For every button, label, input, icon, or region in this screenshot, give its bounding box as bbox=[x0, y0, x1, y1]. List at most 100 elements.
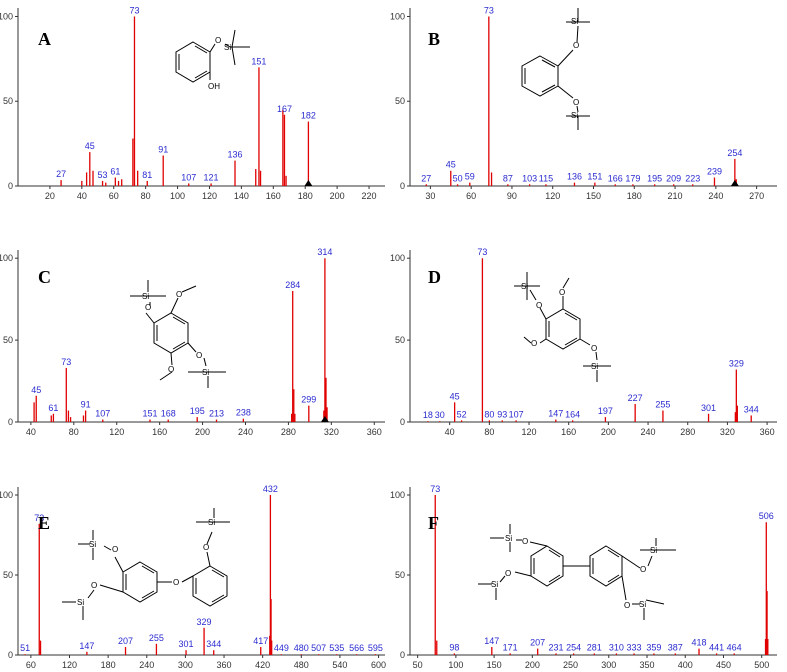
atom-si-f1: Si bbox=[505, 534, 512, 543]
peak-label: 595 bbox=[368, 643, 383, 653]
atom-si-c2: Si bbox=[202, 368, 209, 377]
panel-letter-e: E bbox=[38, 513, 50, 533]
peak-label: 73 bbox=[430, 484, 440, 494]
peak-label: 238 bbox=[236, 408, 251, 418]
x-tick-label: 600 bbox=[371, 660, 386, 670]
y-tick-label: 0 bbox=[400, 650, 405, 660]
y-tick-label: 0 bbox=[8, 650, 13, 660]
spectrum-panel-f: 0 50 100 50 100 150 200 250 300 350 400 450 500 73 98 1… bbox=[390, 484, 777, 670]
peak-label: 480 bbox=[294, 643, 309, 653]
atom-o-b1: O bbox=[573, 41, 579, 50]
peak-label: 227 bbox=[628, 393, 643, 403]
x-tick-label: 60 bbox=[26, 660, 36, 670]
atom-o-c3: O bbox=[196, 351, 202, 360]
peak-label: 223 bbox=[685, 173, 700, 183]
atom-si-e2: Si bbox=[89, 540, 96, 549]
peak-label: 18 bbox=[423, 410, 433, 420]
peak-label: 61 bbox=[110, 167, 120, 177]
x-tick-label: 180 bbox=[101, 660, 116, 670]
x-tick-label: 180 bbox=[298, 191, 313, 201]
x-tick-label: 120 bbox=[62, 660, 77, 670]
peak-label: 45 bbox=[450, 391, 460, 401]
y-tick-label: 50 bbox=[395, 335, 405, 345]
peak-label: 195 bbox=[190, 406, 205, 416]
x-tick-label: 300 bbox=[601, 660, 616, 670]
spectrum-panel-e: 0 50 100 60 120 180 240 300 360 420 480 540 600 51 73 1… bbox=[0, 484, 386, 670]
panel-letter-a: A bbox=[38, 29, 51, 49]
atom-o-f4: O bbox=[624, 601, 630, 610]
y-tick-label: 0 bbox=[8, 417, 13, 427]
atom-o-d4: O bbox=[591, 344, 597, 353]
peak-label: 73 bbox=[477, 247, 487, 257]
peak-label: 359 bbox=[646, 642, 661, 652]
x-tick-label: 40 bbox=[445, 427, 455, 437]
peak-label: 53 bbox=[98, 170, 108, 180]
structure-d bbox=[514, 272, 611, 382]
structure-b bbox=[521, 8, 590, 130]
atom-o-f3: O bbox=[640, 565, 646, 574]
x-tick-label: 80 bbox=[69, 427, 79, 437]
peak-label: 115 bbox=[539, 173, 553, 183]
peak-label: 333 bbox=[627, 642, 642, 652]
x-tick-label: 50 bbox=[413, 660, 423, 670]
x-tick-label: 60 bbox=[466, 191, 476, 201]
peak-label: 27 bbox=[56, 169, 66, 179]
atom-si-f2: Si bbox=[491, 580, 498, 589]
atom-o-e3: O bbox=[112, 545, 118, 554]
x-tick-label: 270 bbox=[749, 191, 764, 201]
x-tick-label: 240 bbox=[139, 660, 154, 670]
peak-label: 207 bbox=[530, 638, 545, 648]
molecular-ion-marker bbox=[304, 180, 313, 186]
peak-label: 45 bbox=[85, 141, 95, 151]
peak-label: 103 bbox=[522, 173, 537, 183]
peak-label: 166 bbox=[608, 173, 623, 183]
atom-o-c1: O bbox=[176, 290, 182, 299]
peak-label: 51 bbox=[20, 643, 30, 653]
y-tick-label: 100 bbox=[390, 253, 405, 263]
peak-label: 151 bbox=[587, 172, 602, 182]
peak-label: 566 bbox=[349, 643, 364, 653]
peak-label: 81 bbox=[142, 170, 152, 180]
atom-oh-a: OH bbox=[208, 82, 220, 91]
peak-label: 329 bbox=[729, 359, 744, 369]
x-tick-label: 240 bbox=[708, 191, 723, 201]
spectrum-panel-a: 0 50 100 20 40 60 80 100 120 140 160 180 200 220 27 45 5… bbox=[0, 5, 385, 201]
atom-o-c2: O bbox=[145, 303, 151, 312]
peak-label: 151 bbox=[251, 56, 266, 66]
peak-label: 314 bbox=[317, 247, 332, 257]
peak-label: 91 bbox=[81, 400, 91, 410]
peak-label: 418 bbox=[691, 638, 706, 648]
peak-label: 209 bbox=[666, 173, 681, 183]
x-tick-label: 80 bbox=[484, 427, 494, 437]
peak-label: 136 bbox=[567, 172, 582, 182]
peak-label: 147 bbox=[548, 409, 563, 419]
peak-label: 255 bbox=[149, 633, 164, 643]
peak-label: 107 bbox=[181, 172, 196, 182]
y-tick-label: 50 bbox=[3, 96, 13, 106]
y-tick-label: 100 bbox=[390, 11, 405, 21]
peak-label: 61 bbox=[48, 403, 58, 413]
x-tick-label: 160 bbox=[266, 191, 281, 201]
x-tick-label: 220 bbox=[362, 191, 377, 201]
peak-label: 121 bbox=[204, 172, 219, 182]
molecular-ion-marker bbox=[320, 416, 329, 422]
peak-label: 73 bbox=[61, 357, 71, 367]
x-tick-label: 500 bbox=[754, 660, 769, 670]
x-tick-label: 100 bbox=[170, 191, 185, 201]
x-tick-label: 360 bbox=[367, 427, 382, 437]
panel-letter-d: D bbox=[428, 267, 441, 287]
x-tick-label: 90 bbox=[507, 191, 517, 201]
x-tick-label: 300 bbox=[178, 660, 193, 670]
x-tick-label: 120 bbox=[522, 427, 537, 437]
x-tick-label: 40 bbox=[77, 191, 87, 201]
peak-label: 197 bbox=[598, 406, 613, 416]
peak-label: 30 bbox=[435, 410, 445, 420]
peak-label: 310 bbox=[609, 642, 624, 652]
peak-label: 87 bbox=[503, 173, 513, 183]
atom-o-a1: O bbox=[215, 36, 221, 45]
atom-o-c4: O bbox=[168, 365, 174, 374]
peak-label: 136 bbox=[227, 150, 242, 160]
peak-label: 207 bbox=[118, 636, 133, 646]
atom-si-e1: Si bbox=[208, 518, 215, 527]
